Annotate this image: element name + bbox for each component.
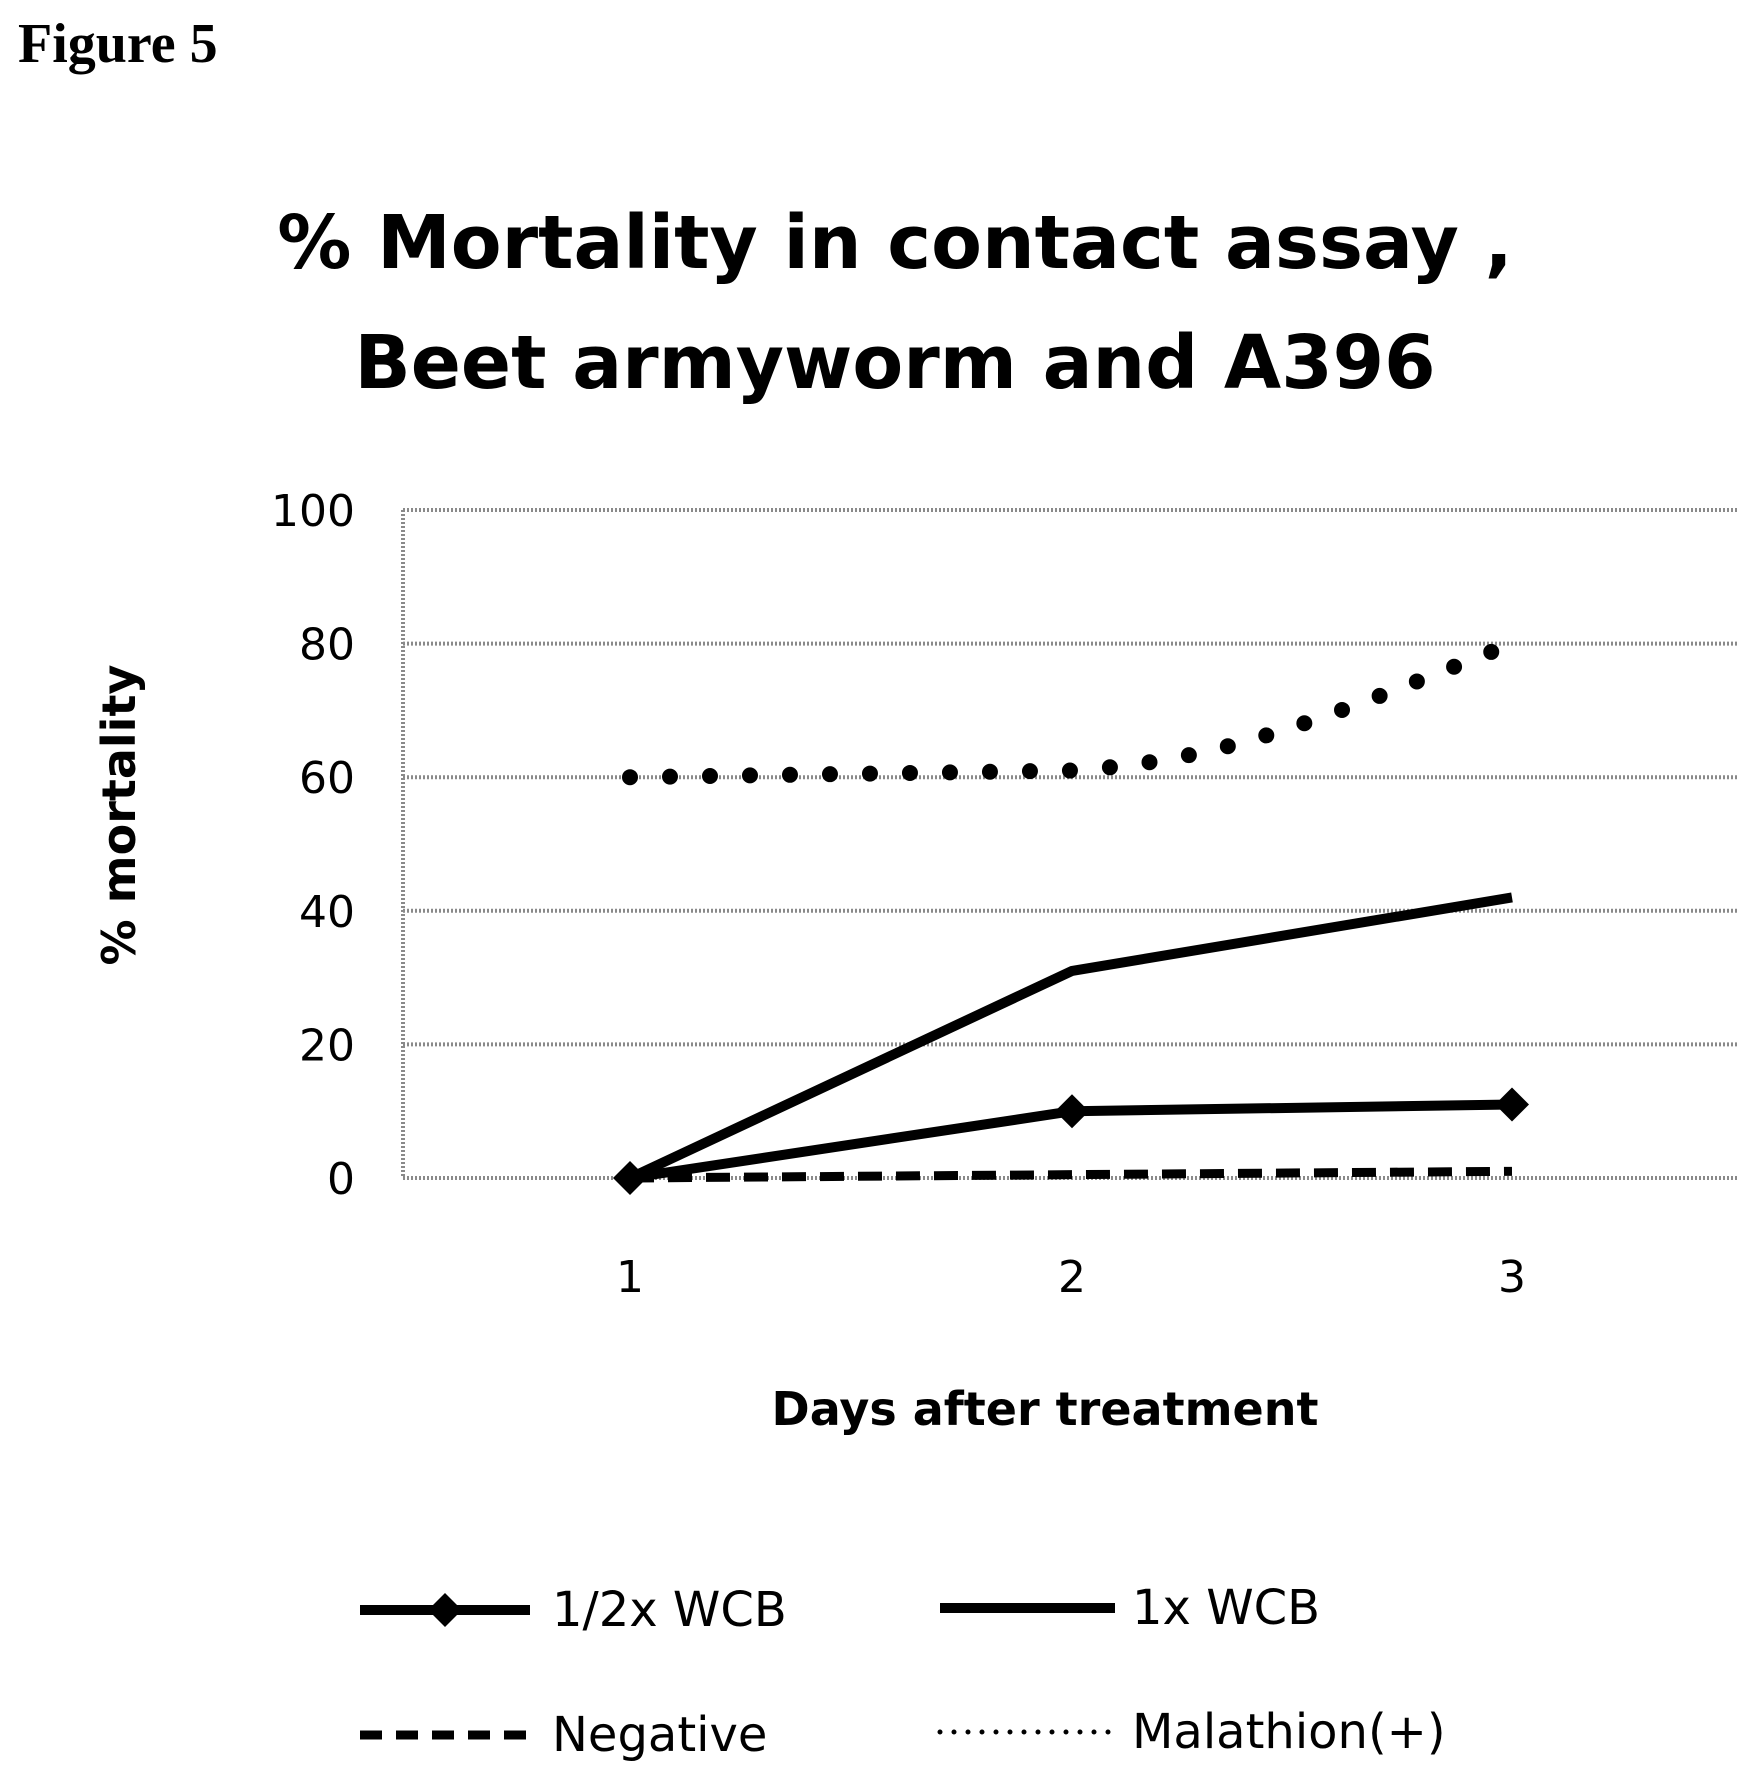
- x-tick-label: 2: [1058, 1252, 1086, 1303]
- data-series: [613, 635, 1529, 1195]
- x-tick-labels: 1 2 3: [616, 1252, 1526, 1303]
- legend-label-1x-wcb: 1x WCB: [1132, 1580, 1320, 1636]
- grid-lines: [401, 508, 1738, 1180]
- series-line-negative: [629, 1166, 1513, 1183]
- chart-title: % Mortality in contact assay , Beet armyw…: [277, 200, 1513, 406]
- data-point-marker: [1055, 1094, 1089, 1129]
- chart-title-line: % Mortality in contact assay ,: [277, 200, 1513, 286]
- y-tick-label: 100: [271, 486, 355, 537]
- x-tick-label: 3: [1498, 1252, 1526, 1303]
- x-tick-label: 1: [616, 1252, 644, 1303]
- y-tick-labels: 0 20 40 60 80 100: [271, 486, 355, 1205]
- y-tick-label: 60: [299, 753, 355, 804]
- data-point-marker: [1495, 1087, 1529, 1122]
- figure-label: Figure 5: [18, 13, 218, 75]
- x-axis-title: Days after treatment: [772, 1382, 1319, 1436]
- series-line-1x-wcb: [627, 892, 1513, 1183]
- y-tick-label: 80: [299, 620, 355, 671]
- y-tick-label: 0: [327, 1154, 355, 1205]
- legend-label-negative: Negative: [552, 1707, 767, 1763]
- legend-label-malathion: Malathion(+): [1132, 1704, 1446, 1760]
- chart-title-line: Beet armyworm and A396: [354, 320, 1435, 406]
- series-line-malathion: [622, 635, 1520, 786]
- legend: 1/2x WCB 1x WCB Negative Malathion(+): [360, 1580, 1446, 1763]
- legend-diamond-marker: [428, 1593, 462, 1627]
- y-tick-label: 40: [299, 887, 355, 938]
- y-axis-title: % mortality: [92, 665, 146, 966]
- y-tick-label: 20: [299, 1020, 355, 1071]
- legend-label-1-2x-wcb: 1/2x WCB: [552, 1582, 787, 1638]
